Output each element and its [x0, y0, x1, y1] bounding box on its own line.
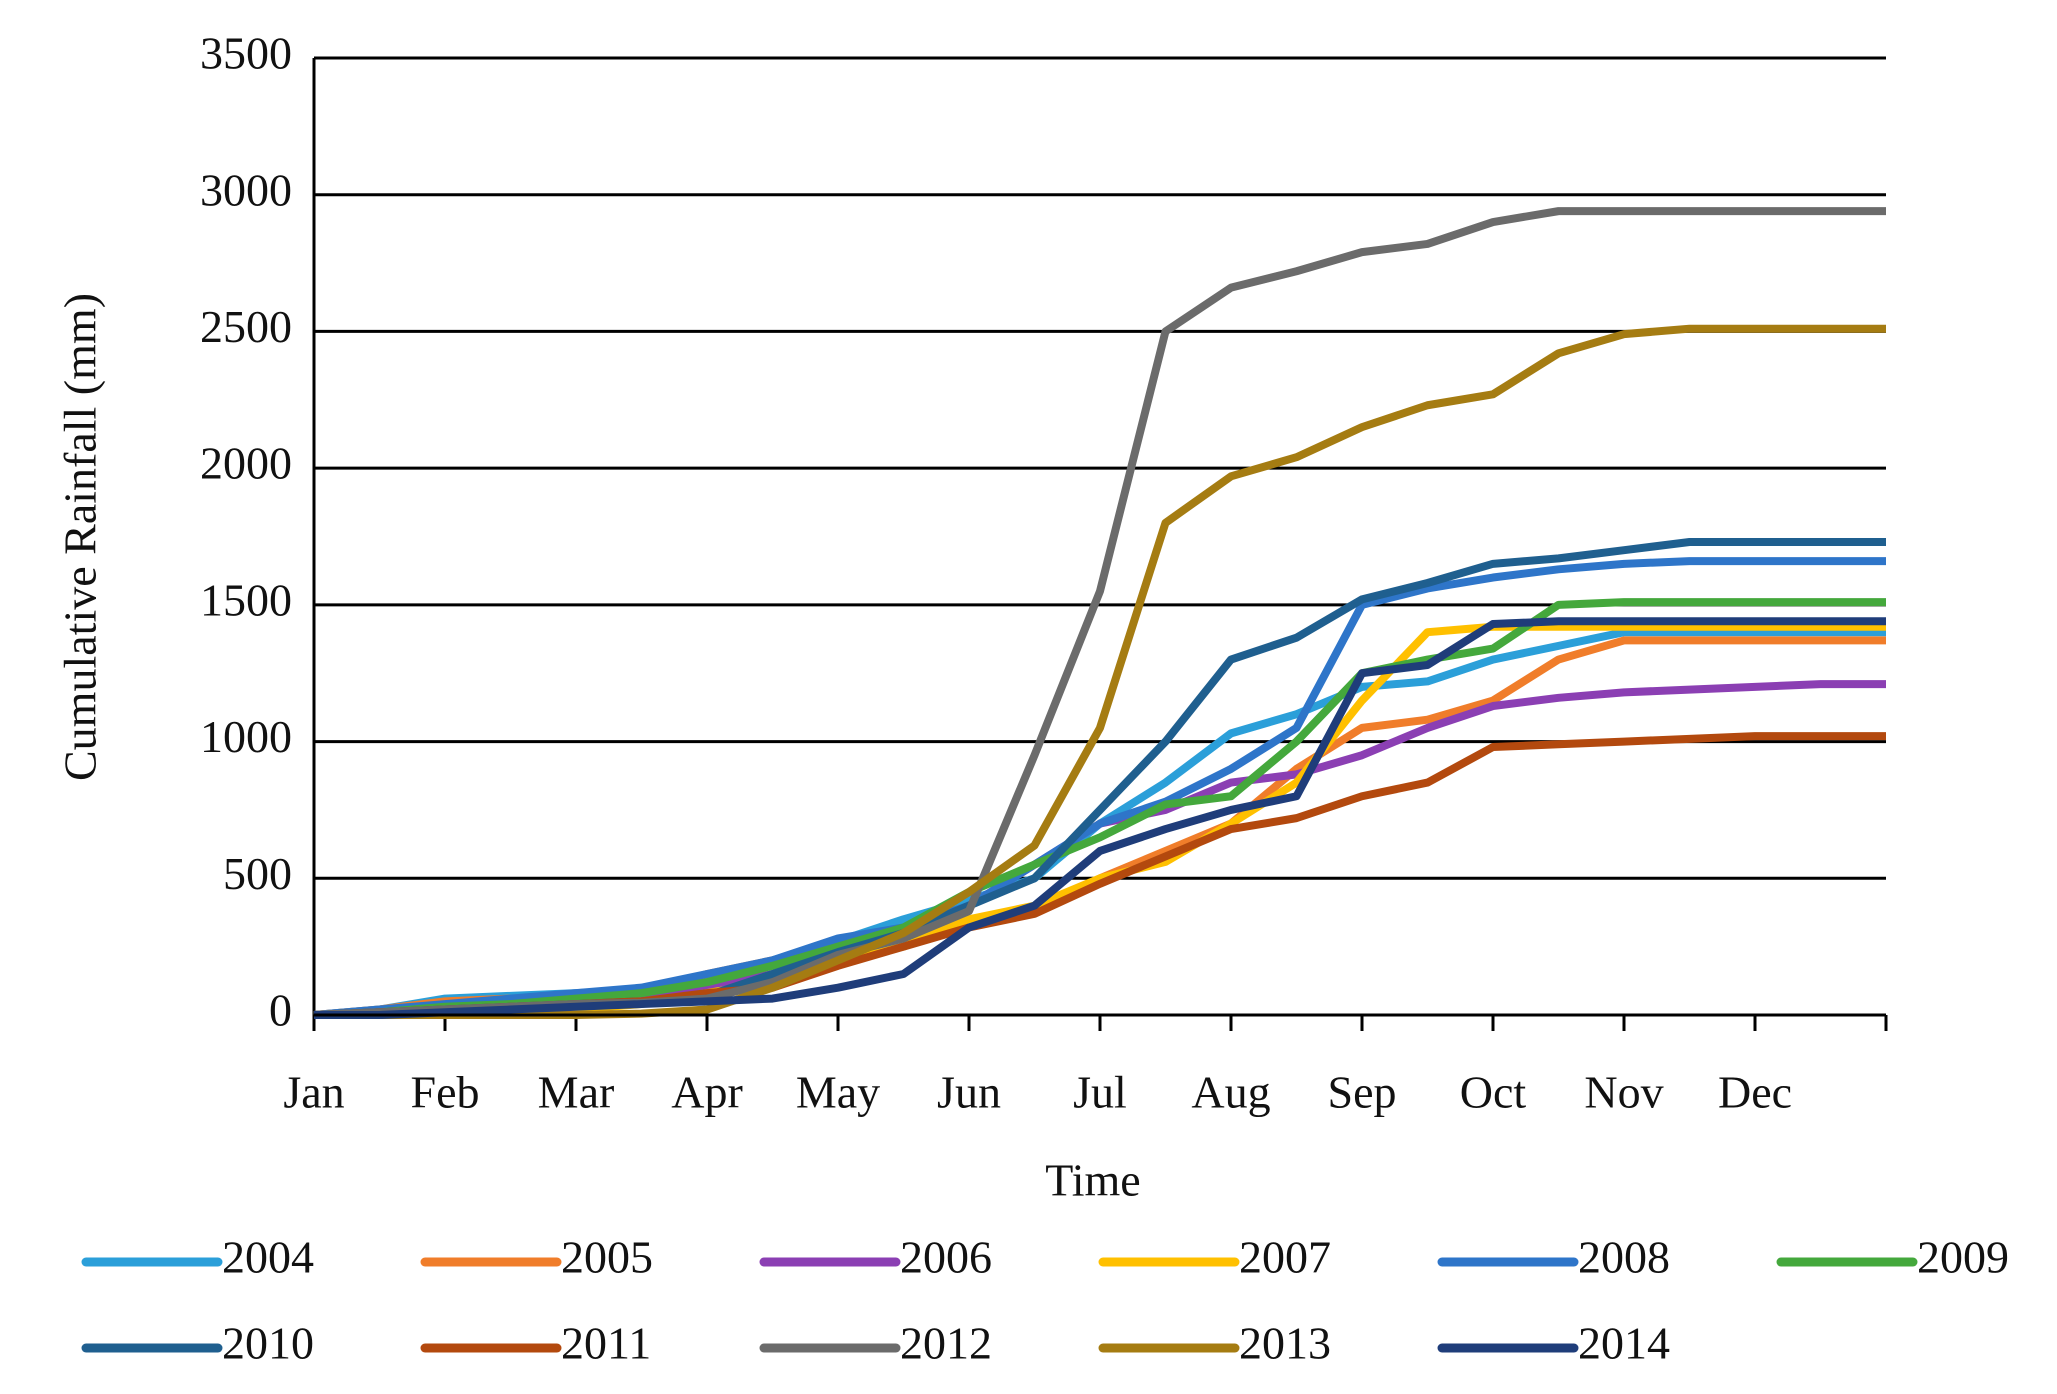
series-line [314, 617, 1886, 1019]
x-tick-label: Dec [1718, 1067, 1792, 1118]
y-tick-label: 1500 [200, 574, 292, 625]
y-tick-label: 3000 [200, 164, 292, 215]
x-tick-label: Jul [1073, 1067, 1127, 1118]
x-tick-label: Mar [538, 1067, 615, 1118]
legend-label: 2005 [561, 1232, 653, 1283]
legend-label: 2004 [222, 1232, 314, 1283]
x-tick-label: Jan [283, 1067, 344, 1118]
legend-label: 2014 [1578, 1318, 1670, 1369]
x-tick-label: Nov [1584, 1067, 1663, 1118]
legend-label: 2009 [1917, 1232, 2009, 1283]
x-tick-label: May [796, 1067, 880, 1118]
legend-label: 2011 [561, 1318, 651, 1369]
y-tick-label: 2000 [200, 438, 292, 489]
y-tick-label: 2500 [200, 301, 292, 352]
y-axis-label: Cumulative Rainfall (mm) [55, 293, 106, 781]
x-tick-label: Feb [411, 1067, 480, 1118]
legend-label: 2012 [900, 1318, 992, 1369]
legend-label: 2008 [1578, 1232, 1670, 1283]
series-line [313, 598, 1886, 1019]
y-tick-label: 3500 [200, 28, 292, 79]
y-tick-label: 1000 [200, 711, 292, 762]
y-tick-label: 500 [223, 848, 292, 899]
y-tick-label: 0 [269, 985, 292, 1036]
x-tick-label: Oct [1460, 1067, 1527, 1118]
x-tick-label: Jun [937, 1067, 1001, 1118]
series-line [313, 557, 1886, 1019]
legend-label: 2007 [1239, 1232, 1331, 1283]
series-line [313, 537, 1886, 1019]
x-axis-label: Time [1045, 1155, 1140, 1206]
x-tick-label: Apr [671, 1067, 743, 1118]
x-tick-label: Aug [1191, 1067, 1270, 1118]
legend-label: 2006 [900, 1232, 992, 1283]
legend-label: 2010 [222, 1318, 314, 1369]
x-tick-label: Sep [1328, 1067, 1397, 1118]
legend-label: 2013 [1239, 1318, 1331, 1369]
series-line [314, 324, 1886, 1019]
